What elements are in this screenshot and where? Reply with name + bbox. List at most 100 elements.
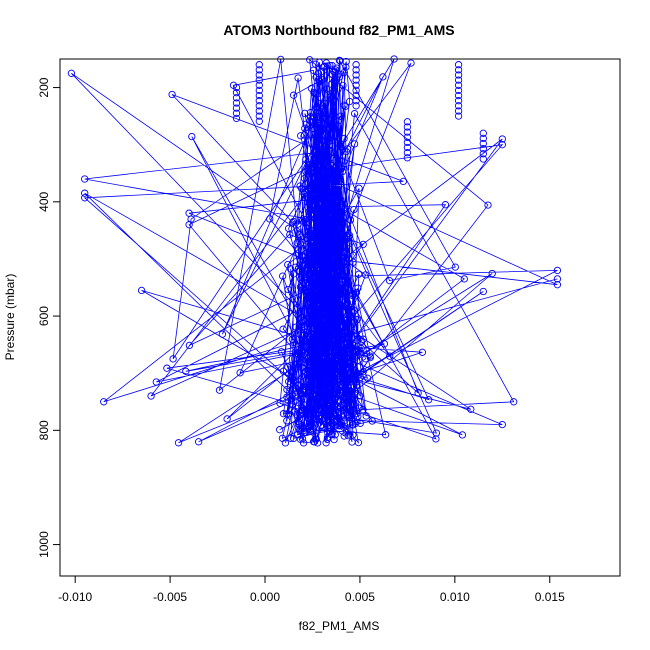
data-point [334, 220, 342, 228]
data-point [432, 429, 441, 437]
data-point [331, 385, 339, 393]
data-point [286, 230, 294, 239]
data-point [345, 331, 354, 339]
data-point [320, 63, 328, 71]
data-point [302, 120, 310, 128]
data-point [294, 245, 302, 254]
data-point [309, 405, 317, 413]
data-point [322, 228, 330, 236]
data-point [350, 306, 359, 315]
data-point [359, 240, 367, 249]
data-point [310, 317, 318, 326]
data-point [312, 156, 320, 165]
data-point [454, 86, 463, 95]
data-point [479, 287, 487, 296]
data-point [289, 91, 298, 99]
data-point [344, 432, 352, 440]
data-point [342, 279, 350, 287]
data-point [318, 308, 326, 317]
data-point [510, 398, 518, 406]
data-point [339, 81, 347, 90]
data-point [339, 289, 347, 297]
data-point [328, 188, 336, 196]
y-tick-label: 200 [37, 77, 51, 97]
data-point [484, 201, 492, 209]
data-point [317, 421, 326, 429]
data-point [454, 76, 463, 84]
data-point [352, 86, 360, 95]
data-point [303, 266, 311, 275]
data-point [299, 439, 308, 447]
data-point [326, 303, 334, 311]
data-point [390, 55, 398, 63]
data-point [316, 269, 324, 277]
data-point [324, 132, 332, 140]
data-point [313, 108, 321, 117]
data-point [479, 155, 487, 163]
data-point [333, 295, 342, 304]
data-point [366, 353, 374, 362]
data-point [403, 123, 412, 131]
data-point [403, 149, 412, 157]
data-point [337, 381, 345, 389]
data-point [330, 67, 338, 76]
data-point [255, 66, 263, 74]
data-point [321, 407, 329, 415]
data-point [306, 56, 314, 64]
data-point [255, 107, 263, 115]
data-point [331, 79, 339, 87]
data-point [287, 434, 295, 442]
data-point [188, 132, 196, 141]
data-point [349, 431, 357, 439]
data-point [350, 140, 359, 148]
data-point [314, 300, 322, 308]
data-point [327, 196, 335, 204]
data-point [319, 338, 327, 346]
x-tick-label: 0.015 [535, 590, 565, 604]
data-point [232, 99, 241, 107]
data-point [289, 217, 298, 226]
data-point [454, 81, 463, 89]
data-point [307, 365, 316, 374]
data-point [312, 208, 321, 216]
data-point [352, 61, 360, 69]
data-point [315, 58, 324, 66]
data-point [307, 84, 316, 93]
data-point [327, 405, 336, 413]
data-point [232, 89, 241, 97]
data-point [343, 345, 352, 353]
data-point [350, 109, 359, 118]
data-point [335, 256, 343, 264]
data-point [308, 426, 316, 434]
data-point [288, 400, 296, 409]
data-point [336, 215, 344, 224]
data-point [454, 66, 463, 74]
data-point [334, 122, 342, 130]
data-point [319, 171, 327, 180]
data-point [298, 217, 306, 225]
data-point [337, 377, 345, 385]
data-point [232, 114, 241, 123]
data-point [385, 276, 394, 285]
data-point [454, 107, 463, 115]
data-point [342, 394, 350, 403]
data-point [301, 261, 309, 269]
x-axis: -0.010 -0.005 0.000 0.005 0.010 0.015 [58, 575, 565, 604]
data-point [323, 433, 332, 441]
data-point [331, 239, 339, 247]
x-tick-label: 0.010 [440, 590, 470, 604]
data-point [292, 387, 300, 395]
data-point [329, 308, 337, 316]
data-point [359, 335, 367, 343]
data-point [334, 312, 342, 320]
data-point [341, 416, 349, 424]
data-point [357, 337, 365, 346]
data-point [363, 374, 372, 382]
data-point [335, 408, 343, 416]
data-point [340, 356, 348, 364]
data-point [337, 143, 345, 151]
data-point [194, 438, 203, 446]
data-point [325, 168, 333, 176]
data-point [306, 415, 315, 423]
data-point [342, 63, 350, 71]
